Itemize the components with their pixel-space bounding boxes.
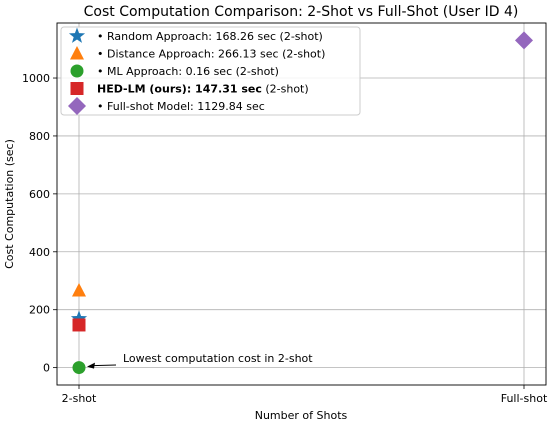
legend-entry: HED-LM (ours): 147.31 sec (2-shot): [97, 83, 309, 96]
legend-marker-diamond: [68, 97, 86, 115]
legend-marker-triangle: [70, 46, 84, 60]
chart-title: Cost Computation Comparison: 2-Shot vs F…: [84, 4, 519, 20]
y-tick-label: 0: [43, 362, 50, 375]
legend-entry: • Random Approach: 168.26 sec (2-shot): [97, 30, 323, 43]
data-point-square: [72, 318, 86, 332]
y-axis-label: Cost Computation (sec): [3, 139, 16, 269]
legend-text: Random Approach: 168.26 sec (2-shot): [107, 30, 323, 43]
legend-entry: • Distance Approach: 266.13 sec (2-shot): [97, 48, 325, 61]
plot-frame: [56, 22, 547, 386]
data-point-star: [70, 310, 88, 326]
legend-text: Full-shot Model: 1129.84 sec: [107, 100, 265, 113]
legend-prefix: •: [97, 48, 107, 61]
legend-prefix: •: [97, 65, 107, 78]
y-tick-label: 200: [29, 304, 50, 317]
y-tick-label: 800: [29, 130, 50, 143]
legend-entry: • Full-shot Model: 1129.84 sec: [97, 100, 265, 113]
y-tick-label: 400: [29, 246, 50, 259]
legend-bold-text: HED-LM (ours): 147.31 sec: [97, 83, 262, 96]
annotation-arrowhead: [87, 362, 95, 369]
data-points: [70, 31, 533, 375]
y-tick-label: 600: [29, 188, 50, 201]
annotation-text: Lowest computation cost in 2-shot: [123, 352, 313, 365]
legend-text: Distance Approach: 266.13 sec (2-shot): [107, 48, 325, 61]
legend-marker-square: [70, 82, 84, 95]
data-point-triangle: [72, 283, 86, 297]
legend-marker-star: [68, 27, 86, 43]
legend-box: [60, 26, 361, 116]
x-axis-label: Number of Shots: [255, 409, 348, 422]
y-tick-label: 1000: [22, 72, 50, 85]
data-point-circle: [72, 361, 86, 375]
legend-prefix: •: [97, 100, 107, 113]
y-axis-ticks: 0 200 400 600 800 1000: [22, 72, 57, 375]
annotation-arrow: [92, 364, 117, 367]
legend-text: ML Approach: 0.16 sec (2-shot): [107, 65, 279, 78]
legend-text: (2-shot): [262, 83, 309, 96]
data-point-diamond: [515, 31, 533, 50]
x-tick-label: 2-shot: [62, 392, 97, 405]
x-tick-label: Full-shot: [501, 392, 548, 405]
legend: • Random Approach: 168.26 sec (2-shot)• …: [60, 26, 361, 116]
legend-entry: • ML Approach: 0.16 sec (2-shot): [97, 65, 279, 78]
legend-prefix: •: [97, 30, 107, 43]
annotation: Lowest computation cost in 2-shot: [87, 352, 313, 369]
x-axis-ticks: 2-shot Full-shot: [62, 385, 548, 405]
legend-marker-circle: [70, 64, 84, 78]
